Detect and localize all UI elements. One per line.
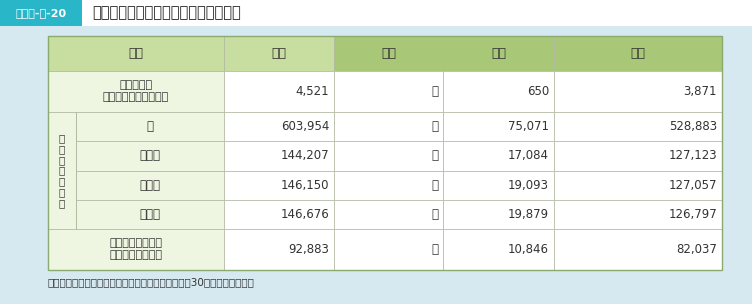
Bar (334, 71, 443, 112)
Text: －: － (431, 208, 438, 221)
Text: 528,883: 528,883 (669, 120, 717, 133)
Bar (554, 112, 722, 141)
Bar (554, 36, 722, 71)
Bar (48, 36, 722, 270)
Text: 4,521: 4,521 (296, 85, 329, 98)
Text: 10,846: 10,846 (508, 243, 549, 256)
Text: 国立: 国立 (381, 47, 396, 60)
Text: 区分: 区分 (129, 47, 144, 60)
Bar (224, 71, 334, 112)
Text: 合計: 合計 (271, 47, 287, 60)
Bar (554, 200, 722, 229)
Text: ３歳児: ３歳児 (140, 149, 160, 162)
Bar (48, 71, 224, 112)
Text: 3,871: 3,871 (684, 85, 717, 98)
Text: 幼保連携型: 幼保連携型 (120, 81, 153, 91)
Text: 図表２-４-20: 図表２-４-20 (16, 8, 67, 18)
Text: 126,797: 126,797 (669, 208, 717, 221)
Bar (224, 229, 334, 270)
Bar (48, 112, 76, 229)
Text: 603,954: 603,954 (280, 120, 329, 133)
Text: 幼保連携型認定こども園数及び園児数: 幼保連携型認定こども園数及び園児数 (92, 5, 241, 20)
Bar (443, 171, 554, 200)
Bar (224, 200, 334, 229)
Text: 教員・保育教員数: 教員・保育教員数 (110, 239, 162, 248)
Bar (554, 71, 722, 112)
Bar (76, 112, 224, 141)
Text: （出典）文部科学省「学校基本調査報告書」（平成30年５月１日現在）: （出典）文部科学省「学校基本調査報告書」（平成30年５月１日現在） (48, 277, 255, 287)
Bar (48, 229, 224, 270)
Text: 計: 計 (147, 120, 153, 133)
Text: 650: 650 (526, 85, 549, 98)
Bar (224, 171, 334, 200)
Text: 在
園
児
数
（
人
）: 在 園 児 数 （ 人 ） (59, 133, 65, 208)
Bar (334, 200, 443, 229)
Bar (554, 171, 722, 200)
Text: 144,207: 144,207 (280, 149, 329, 162)
Text: －: － (431, 149, 438, 162)
Bar (334, 36, 443, 71)
Bar (443, 36, 554, 71)
Text: 82,037: 82,037 (676, 243, 717, 256)
Bar (443, 71, 554, 112)
Text: 127,123: 127,123 (669, 149, 717, 162)
Text: 127,057: 127,057 (669, 179, 717, 192)
Bar (224, 141, 334, 171)
Text: 146,676: 146,676 (280, 208, 329, 221)
Bar (443, 229, 554, 270)
Text: （本務者）（人）: （本務者）（人） (110, 250, 162, 261)
Text: 19,093: 19,093 (508, 179, 549, 192)
Bar (76, 200, 224, 229)
Text: ５歳児: ５歳児 (140, 208, 160, 221)
Text: －: － (431, 85, 438, 98)
Text: 19,879: 19,879 (508, 208, 549, 221)
Bar (48, 36, 224, 71)
Text: －: － (431, 120, 438, 133)
Bar (76, 171, 224, 200)
Bar (443, 141, 554, 171)
Bar (0, 0, 82, 26)
Text: 17,084: 17,084 (508, 149, 549, 162)
Text: 公立: 公立 (491, 47, 506, 60)
Text: 私立: 私立 (630, 47, 645, 60)
Bar (334, 141, 443, 171)
Text: 75,071: 75,071 (508, 120, 549, 133)
Bar (334, 171, 443, 200)
Bar (554, 141, 722, 171)
Bar (334, 229, 443, 270)
Bar (224, 36, 334, 71)
Text: 92,883: 92,883 (288, 243, 329, 256)
Text: －: － (431, 243, 438, 256)
Text: 146,150: 146,150 (280, 179, 329, 192)
Bar (224, 112, 334, 141)
Text: －: － (431, 179, 438, 192)
Bar (443, 112, 554, 141)
Bar (0, 0, 752, 26)
Bar (443, 200, 554, 229)
Bar (554, 229, 722, 270)
Bar (76, 141, 224, 171)
Bar (334, 112, 443, 141)
Text: 認定こども園数（園）: 認定こども園数（園） (103, 92, 169, 102)
Text: ４歳児: ４歳児 (140, 179, 160, 192)
